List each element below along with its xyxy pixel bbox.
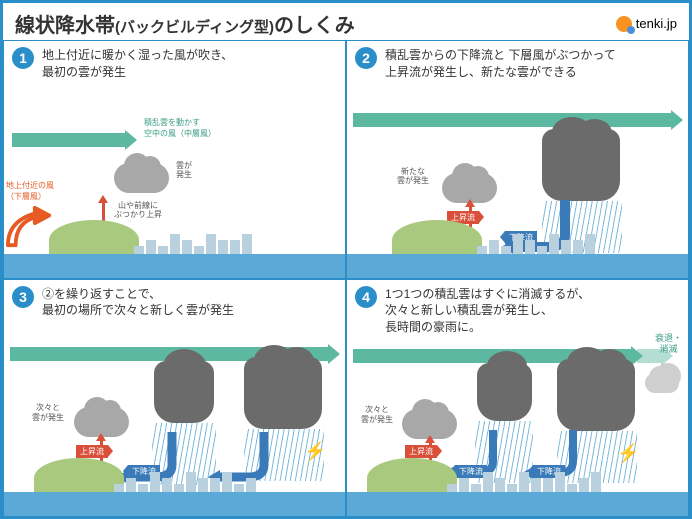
panel-3-text: ②を繰り返すことで、最初の場所で次々と新しく雲が発生	[42, 286, 234, 320]
city	[134, 234, 335, 256]
panel-2: 2 積乱雲からの下降流と 下層風がぶつかって上昇流が発生し、新たな雲ができる 新…	[346, 40, 689, 279]
panel-1-header: 1 地上付近に暖かく湿った風が吹き、最初の雲が発生	[4, 41, 345, 87]
panel-2-header: 2 積乱雲からの下降流と 下層風がぶつかって上昇流が発生し、新たな雲ができる	[347, 41, 688, 87]
logo: tenki.jp	[616, 16, 677, 32]
cloud-first	[114, 163, 169, 193]
panel-1-text: 地上付近に暖かく湿った風が吹き、最初の雲が発生	[42, 47, 233, 81]
title: 線状降水帯(バックビルディング型)のしくみ	[15, 9, 355, 38]
bolt-3: ⚡	[304, 441, 326, 462]
badge-2: 2	[355, 47, 377, 69]
big-cloud-4b	[557, 359, 635, 431]
city-4	[447, 472, 678, 494]
logo-icon	[616, 16, 632, 32]
sea-3	[4, 492, 345, 516]
panel-2-text: 積乱雲からの下降流と 下層風がぶつかって上昇流が発生し、新たな雲ができる	[385, 47, 616, 81]
title-main: 線状降水帯	[15, 15, 115, 37]
cloud-first-label: 雲が発生	[176, 161, 192, 180]
new-cloud-label-2: 新たな雲が発生	[397, 167, 429, 186]
logo-text: tenki.jp	[636, 16, 677, 31]
low-wind-arrow	[6, 202, 54, 250]
low-wind-label: 地上付近の風（下層風）	[6, 180, 54, 202]
mid-wind-arrow-2	[353, 113, 673, 127]
bolt-4: ⚡	[617, 443, 639, 464]
panel-grid: 1 地上付近に暖かく湿った風が吹き、最初の雲が発生 積乱雲を動かす空中の風（中層…	[3, 40, 689, 517]
updraft-tag-4: 上昇流	[405, 445, 437, 458]
badge-4: 4	[355, 286, 377, 308]
updraft-tag-3: 上昇流	[76, 445, 108, 458]
mountain-label: 山や前線にぶつかり上昇	[114, 201, 162, 220]
title-tail: のしくみ	[274, 15, 355, 37]
sea-2	[347, 254, 688, 278]
scene-2: 新たな雲が発生 上昇流 下層風 下降流	[347, 123, 688, 278]
panel-4: 4 1つ1つの積乱雲はすぐに消滅するが、次々と新しい積乱雲が発生し、長時間の豪雨…	[346, 279, 689, 518]
badge-3: 3	[12, 286, 34, 308]
title-sub: (バックビルディング型)	[115, 19, 274, 36]
panel-1: 1 地上付近に暖かく湿った風が吹き、最初の雲が発生 積乱雲を動かす空中の風（中層…	[3, 40, 346, 279]
badge-1: 1	[12, 47, 34, 69]
diagram-container: 線状降水帯(バックビルディング型)のしくみ tenki.jp 1 地上付近に暖か…	[0, 0, 692, 519]
scene-3: 次々と雲が発生 ⚡ 上昇流 下層風 下降流	[4, 361, 345, 516]
city-2	[477, 234, 678, 256]
big-cloud-3a	[154, 361, 214, 423]
scene-1: 積乱雲を動かす空中の風（中層風） 雲が発生 山や前線にぶつかり上昇 地上付近の風…	[4, 123, 345, 278]
repeat-cloud-label-3: 次々と雲が発生	[32, 403, 64, 422]
big-cloud-2	[542, 129, 620, 201]
dissipate-cloud	[645, 373, 679, 393]
panel-4-text: 1つ1つの積乱雲はすぐに消滅するが、次々と新しい積乱雲が発生し、長時間の豪雨に。	[385, 286, 590, 336]
sea	[4, 254, 345, 278]
repeat-cloud-label-4: 次々と雲が発生	[361, 405, 393, 424]
mid-wind-arrow	[12, 133, 127, 147]
panel-3-header: 3 ②を繰り返すことで、最初の場所で次々と新しく雲が発生	[4, 280, 345, 326]
sea-4	[347, 492, 688, 516]
city-3	[114, 472, 335, 494]
scene-4: 衰退・消滅 次々と雲が発生 ⚡ 上昇流 下層風	[347, 361, 688, 516]
header: 線状降水帯(バックビルディング型)のしくみ tenki.jp	[3, 3, 689, 40]
big-cloud-3b	[244, 357, 322, 429]
big-cloud-4a	[477, 363, 532, 421]
mid-wind-label: 積乱雲を動かす空中の風（中層風）	[144, 117, 216, 139]
panel-4-header: 4 1つ1つの積乱雲はすぐに消滅するが、次々と新しい積乱雲が発生し、長時間の豪雨…	[347, 280, 688, 342]
decay-label: 衰退・消滅	[655, 333, 682, 355]
panel-3: 3 ②を繰り返すことで、最初の場所で次々と新しく雲が発生 次々と雲が発生 ⚡	[3, 279, 346, 518]
